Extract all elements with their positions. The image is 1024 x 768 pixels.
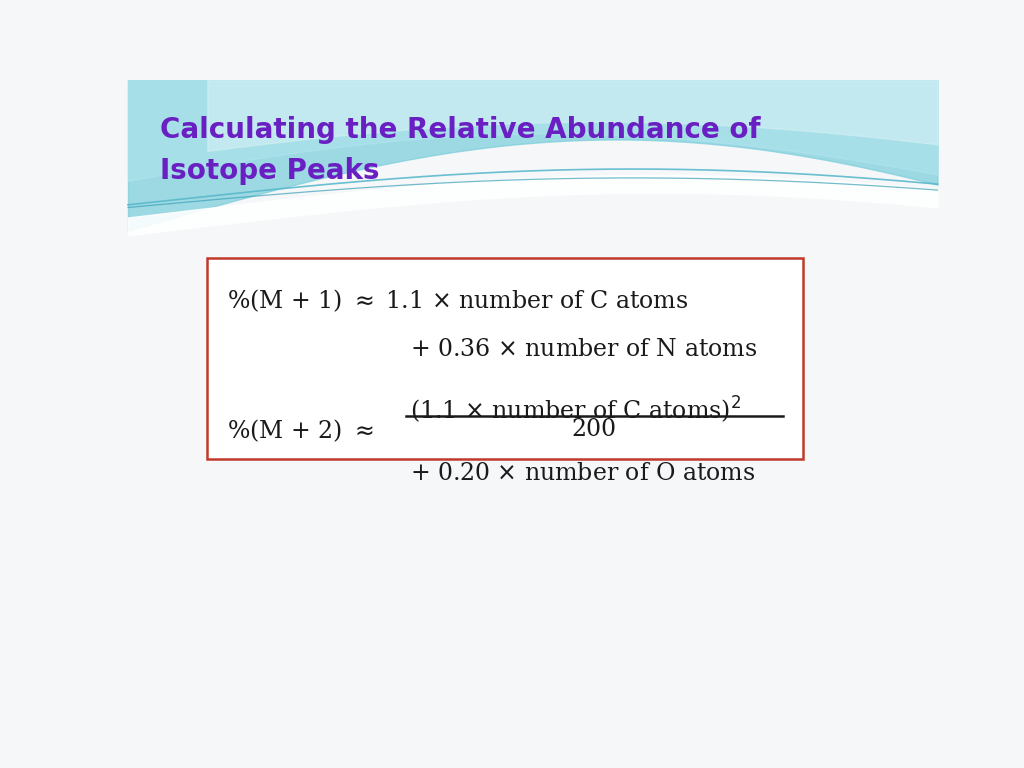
Text: Calculating the Relative Abundance of: Calculating the Relative Abundance of [160, 116, 761, 144]
Text: Isotope Peaks: Isotope Peaks [160, 157, 379, 185]
Text: + 0.20 $\times$ number of O atoms: + 0.20 $\times$ number of O atoms [410, 462, 755, 485]
Text: %(M + 1) $\approx$ 1.1 $\times$ number of C atoms: %(M + 1) $\approx$ 1.1 $\times$ number o… [227, 287, 688, 314]
FancyBboxPatch shape [207, 258, 803, 458]
Text: 200: 200 [571, 418, 616, 441]
Text: %(M + 2) $\approx$: %(M + 2) $\approx$ [227, 418, 374, 445]
Text: (1.1 $\times$ number of C atoms)$^2$: (1.1 $\times$ number of C atoms)$^2$ [410, 394, 740, 425]
Text: + 0.36 $\times$ number of N atoms: + 0.36 $\times$ number of N atoms [410, 338, 757, 360]
